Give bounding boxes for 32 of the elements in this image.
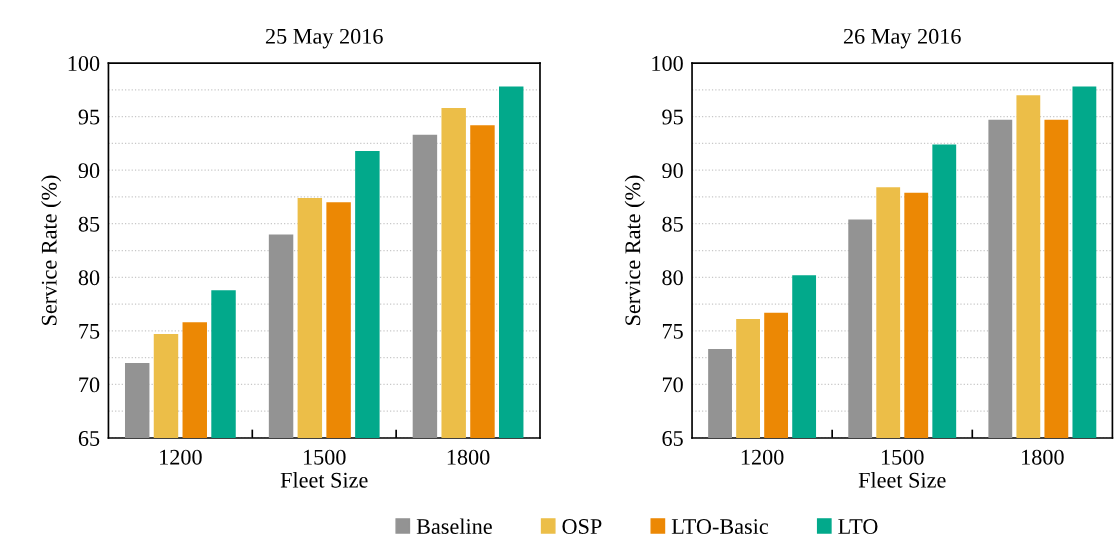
legend-label: OSP xyxy=(562,519,602,535)
y-tick-label: 65 xyxy=(662,430,683,446)
x-axis-title: Fleet Size xyxy=(280,472,368,488)
y-tick-label: 95 xyxy=(78,109,100,125)
chart-title: 26 May 2016 xyxy=(843,28,961,49)
x-tick-label: 1800 xyxy=(447,449,490,465)
y-tick-label: 65 xyxy=(78,430,100,446)
y-tick-label: 80 xyxy=(78,270,100,286)
legend-label: LTO-Basic xyxy=(671,519,769,535)
x-tick-label: 1500 xyxy=(881,449,924,465)
x-tick-label: 1500 xyxy=(303,449,346,465)
x-tick-label: 1200 xyxy=(741,449,784,465)
y-tick-label: 100 xyxy=(68,55,100,71)
y-axis-title: Service Rate (%) xyxy=(41,175,62,325)
x-tick-label: 1800 xyxy=(1022,449,1064,465)
y-tick-label: 70 xyxy=(79,377,100,393)
x-axis-title: Fleet Size xyxy=(858,472,946,488)
legend-label: Baseline xyxy=(416,518,492,535)
y-axis-title: Service Rate (%) xyxy=(624,175,645,325)
legend-label: LTO xyxy=(838,519,878,535)
y-tick-label: 100 xyxy=(652,55,683,71)
y-tick-label: 90 xyxy=(662,163,683,179)
x-tick-label: 1200 xyxy=(160,449,202,465)
y-tick-label: 90 xyxy=(78,163,100,179)
y-tick-label: 95 xyxy=(662,109,683,125)
y-tick-label: 75 xyxy=(662,324,683,339)
y-tick-label: 85 xyxy=(78,216,100,232)
y-tick-label: 85 xyxy=(662,216,683,232)
y-tick-label: 70 xyxy=(662,377,683,393)
y-tick-label: 75 xyxy=(79,324,100,339)
y-tick-label: 80 xyxy=(662,270,683,286)
chart-title: 25 May 2016 xyxy=(265,28,383,49)
